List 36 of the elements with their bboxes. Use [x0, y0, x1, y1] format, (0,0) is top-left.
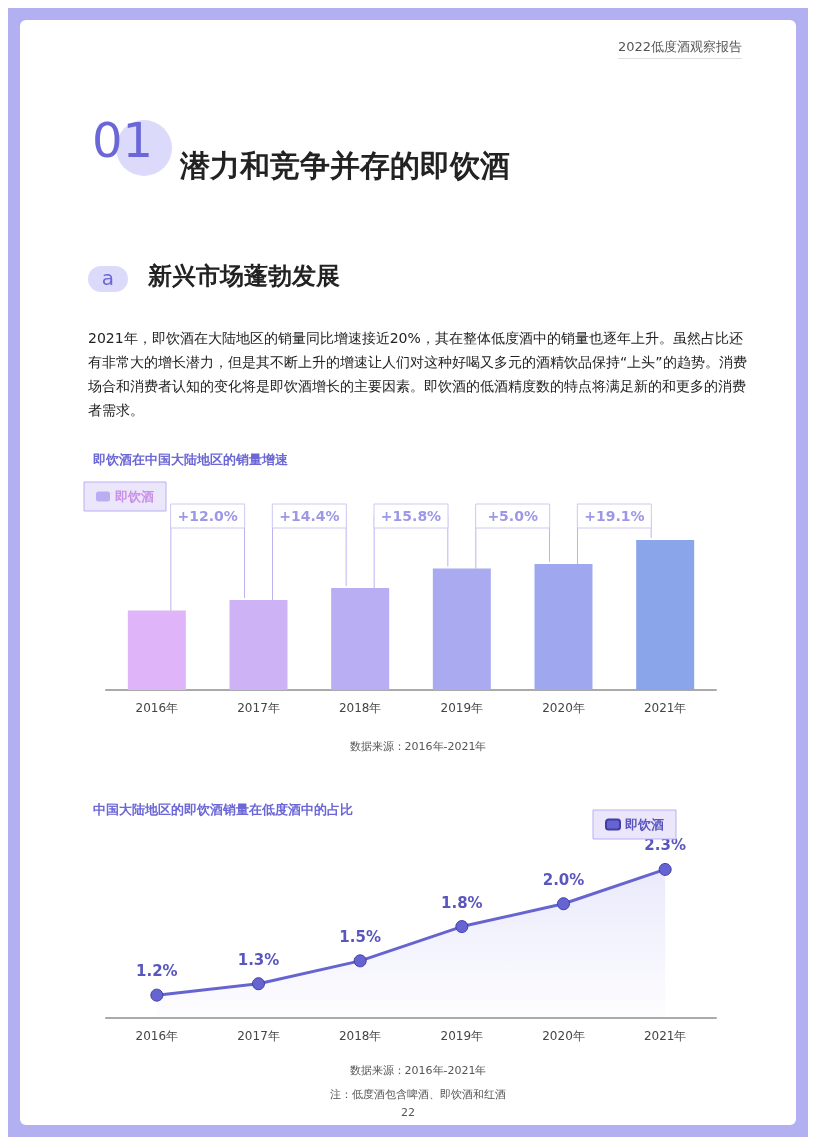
- x-tick-label: 2016年: [135, 701, 179, 715]
- text: +5.0%: [487, 508, 538, 524]
- chart-title: 即饮酒在中国大陆地区的销量增速: [93, 452, 289, 467]
- x-tick-label: 2020年: [542, 701, 585, 715]
- text: 01: [92, 112, 154, 168]
- x-tick-label: 2017年: [237, 1029, 280, 1043]
- x-tick-label: 2021年: [643, 1029, 687, 1043]
- text: 潜力和竞争并存的即饮酒: [180, 147, 510, 185]
- data-label: 1.2%: [136, 962, 178, 981]
- annotation: 数据来源：2016年-2021年: [349, 1063, 487, 1077]
- x-tick-label: 2017年: [237, 701, 280, 715]
- x-tick-label: 2020年: [542, 1029, 585, 1043]
- data-label: 1.5%: [339, 927, 381, 946]
- text: +15.8%: [380, 508, 442, 524]
- text: 2022低度酒观察报告: [617, 38, 742, 59]
- text: +19.1%: [584, 508, 645, 524]
- data-label: 2.0%: [542, 870, 585, 889]
- text: 2021年，即饮酒在大陆地区的销量同比增速接近20%，其在整体低度酒中的销量也逐年上升。虽然占比还有非常大的增长潜力，但是其不断上升的增速让人们对这种好喝又多元的酒精饮品保持“上头”的趋势。消费场合和消费者认知的变化将是即饮酒增长的主要因素。即饮酒的低酒精度数的特点将满足新的和更多的消费者需求。: [88, 329, 748, 420]
- x-tick-label: 2019年: [440, 1029, 484, 1043]
- x-tick-label: 2019年: [440, 701, 484, 715]
- x-tick-label: 2018年: [338, 701, 382, 715]
- text: +12.0%: [177, 508, 238, 524]
- annotation: 注：低度酒包含啤酒、即饮酒和红酒: [330, 1087, 506, 1101]
- text: +14.4%: [279, 508, 340, 524]
- chart-title: 中国大陆地区的即饮酒销量在低度酒中的占比: [93, 802, 353, 817]
- data-label: 1.8%: [441, 893, 483, 912]
- data-label: 1.3%: [237, 950, 280, 969]
- x-tick-label: 2021年: [643, 701, 687, 715]
- text: a: [88, 266, 128, 292]
- annotation: 22: [400, 1106, 416, 1119]
- text: 新兴市场蓬勃发展: [148, 261, 340, 292]
- x-tick-label: 2018年: [338, 1029, 382, 1043]
- legend-label: 即饮酒: [115, 489, 154, 504]
- x-tick-label: 2016年: [135, 1029, 179, 1043]
- legend-label: 即饮酒: [625, 817, 664, 832]
- source-note: 数据来源：2016年-2021年: [349, 739, 487, 753]
